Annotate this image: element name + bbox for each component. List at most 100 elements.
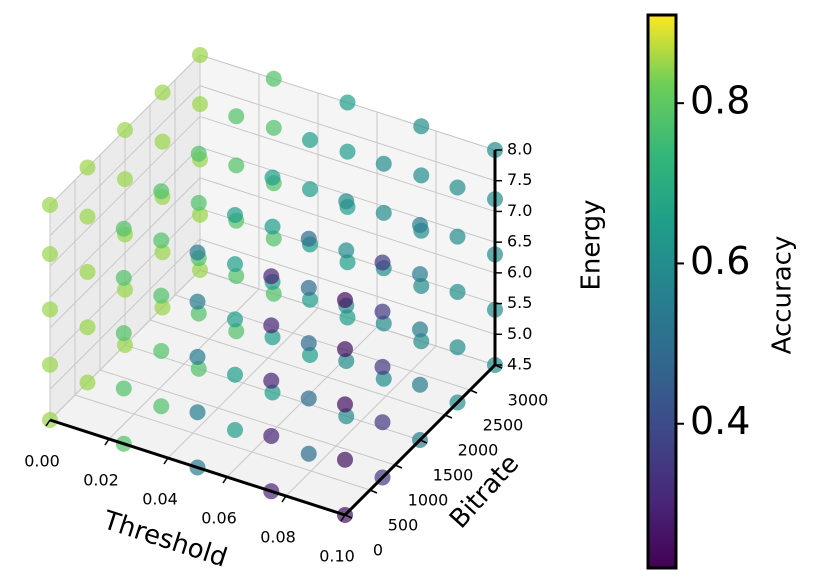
point <box>154 133 171 150</box>
point <box>338 408 355 425</box>
point <box>117 281 133 298</box>
colorbar-label: Accuracy <box>768 236 798 355</box>
point <box>115 380 132 397</box>
y-tick-label: 0 <box>373 541 383 560</box>
point <box>228 157 245 174</box>
point <box>300 390 317 407</box>
point <box>302 347 318 363</box>
x-tick-label: 0.06 <box>201 509 237 528</box>
point <box>227 422 243 438</box>
point <box>228 323 245 340</box>
point <box>339 309 356 326</box>
y-tick-label: 2500 <box>483 416 524 435</box>
point <box>302 291 318 308</box>
point <box>192 262 208 278</box>
point <box>412 266 428 283</box>
point <box>265 119 282 136</box>
grid-line <box>49 85 201 237</box>
point <box>413 167 430 184</box>
point <box>190 305 207 322</box>
grid-line <box>199 177 496 274</box>
x-tick-label: 0.10 <box>319 547 355 566</box>
point <box>263 427 280 444</box>
y-tick-label: 2000 <box>458 441 499 460</box>
point <box>153 232 170 249</box>
point <box>302 132 318 148</box>
point <box>263 268 280 285</box>
point <box>300 445 317 462</box>
point <box>337 292 353 308</box>
point <box>154 244 171 261</box>
x-tick <box>45 419 51 427</box>
point <box>117 171 133 188</box>
point <box>374 358 391 375</box>
z-tick-label: 7.5 <box>507 170 532 189</box>
point <box>264 169 281 186</box>
point <box>189 244 206 261</box>
grid-line <box>99 369 396 466</box>
point <box>413 333 430 350</box>
point <box>375 155 392 172</box>
point <box>339 94 356 111</box>
colorbar-tick-label: 0.8 <box>690 79 750 123</box>
point <box>154 84 171 101</box>
point <box>374 254 391 271</box>
point <box>42 301 58 318</box>
point <box>154 299 171 316</box>
point <box>302 181 318 198</box>
point <box>375 370 392 387</box>
point <box>189 348 206 365</box>
axis-line <box>343 363 497 517</box>
point <box>192 96 208 113</box>
point <box>265 285 282 302</box>
point <box>153 287 170 304</box>
z-tick-label: 4.5 <box>507 355 532 374</box>
point <box>337 451 353 468</box>
point <box>374 303 391 320</box>
point <box>339 143 356 160</box>
grid-line <box>74 394 371 491</box>
point <box>338 352 355 369</box>
z-tick-label: 6.0 <box>507 262 532 281</box>
colorbar-tick-label: 0.6 <box>690 239 750 283</box>
point <box>300 279 317 296</box>
point <box>412 321 428 338</box>
point <box>42 246 58 263</box>
point <box>375 315 392 332</box>
point <box>189 404 206 421</box>
x-tick-label: 0.04 <box>142 490 178 509</box>
point <box>265 230 282 247</box>
point <box>264 384 281 401</box>
grid-line <box>174 294 471 391</box>
point <box>190 194 207 211</box>
point <box>192 47 208 63</box>
point <box>153 342 170 359</box>
point <box>263 372 280 389</box>
z-tick-label: 7.0 <box>507 201 532 220</box>
point <box>412 376 428 393</box>
grid-line <box>49 238 201 390</box>
point <box>115 220 132 237</box>
z-tick-label: 8.0 <box>507 140 532 159</box>
grid-line <box>149 319 446 416</box>
point <box>227 311 243 328</box>
point <box>189 293 206 310</box>
point <box>227 256 243 273</box>
point <box>79 159 96 176</box>
point <box>264 329 281 346</box>
z-tick-label: 6.5 <box>507 232 532 251</box>
y-tick-label: 500 <box>388 516 419 535</box>
grid-line <box>199 85 496 182</box>
z-tick-label: 5.0 <box>507 324 532 343</box>
point <box>228 267 245 284</box>
point <box>117 337 133 353</box>
point <box>79 374 96 391</box>
point <box>265 70 282 87</box>
grid-line <box>199 115 496 212</box>
x-tick-label: 0.00 <box>24 452 60 471</box>
point <box>79 208 96 225</box>
point <box>449 228 466 245</box>
point <box>375 204 392 221</box>
point <box>117 122 133 138</box>
